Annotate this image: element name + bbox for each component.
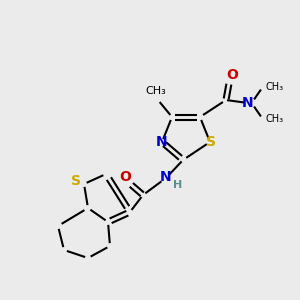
Text: CH₃: CH₃ — [265, 114, 283, 124]
Text: CH₃: CH₃ — [146, 86, 167, 96]
Text: H: H — [173, 180, 183, 190]
Text: O: O — [226, 68, 238, 82]
Text: N: N — [160, 170, 172, 184]
Text: S: S — [71, 174, 81, 188]
Text: CH₃: CH₃ — [265, 82, 283, 92]
Text: S: S — [206, 135, 216, 149]
Text: N: N — [156, 135, 168, 149]
Text: O: O — [119, 170, 131, 184]
Text: N: N — [242, 96, 254, 110]
